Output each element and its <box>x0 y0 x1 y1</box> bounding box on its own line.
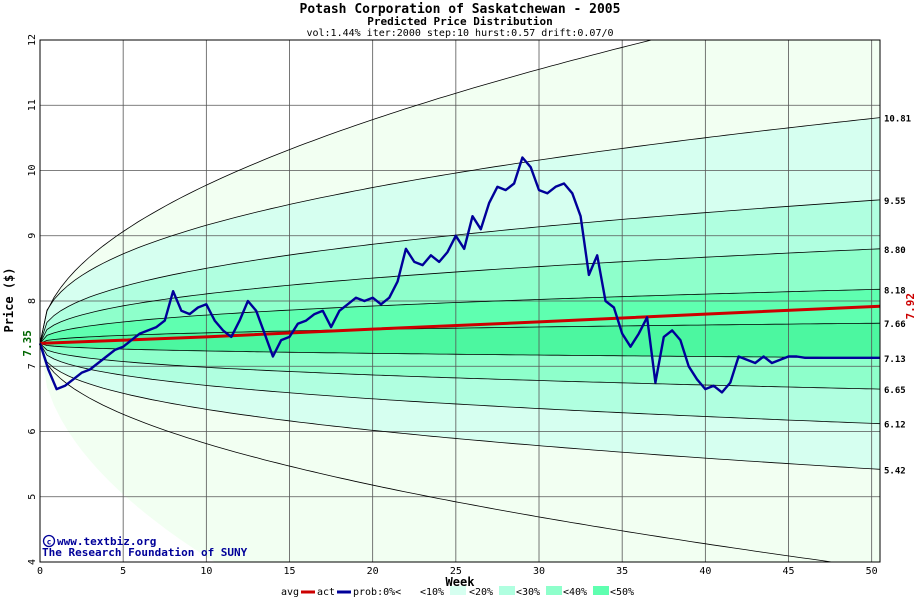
x-tick-label-7: 35 <box>616 566 628 577</box>
x-tick-label-1: 5 <box>120 566 126 577</box>
legend-label-5: <10% <box>420 587 444 598</box>
start-price-label: 7.35 <box>21 330 34 357</box>
band-end-label-1: 9.55 <box>884 197 906 207</box>
band-end-labels: 10.81 9.55 8.80 8.18 7.66 7.13 6.65 6.12 5.42 <box>884 115 911 477</box>
series-avg <box>39 304 881 345</box>
y-tick-label-1: 5 <box>27 494 38 500</box>
y-tick-label-5: 9 <box>27 233 38 239</box>
credits-org: The Research Foundation of SUNY <box>42 546 248 559</box>
y-tick-label-4: 8 <box>27 298 38 304</box>
end-avg-label: 7.92 <box>904 293 917 320</box>
x-axis-label: Week <box>446 575 476 589</box>
y-tick-label-7: 11 <box>27 99 38 111</box>
legend-label-0: avg <box>281 587 299 598</box>
x-tick-label-5: 25 <box>450 566 462 577</box>
copyright-icon-glyph: c <box>47 538 52 547</box>
series-lines <box>38 156 881 394</box>
boundary-line-2 <box>40 199 880 344</box>
boundary-line-4 <box>40 288 880 344</box>
plot-frame <box>39 39 881 563</box>
x-axis-ticks: 0 5 10 15 20 25 30 35 40 45 50 <box>37 566 878 577</box>
y-axis-ticks: 4 5 6 7 8 9 10 11 12 <box>27 34 38 565</box>
legend-label-7: <20% <box>469 587 493 598</box>
boundary-line-1 <box>40 117 880 344</box>
legend-swatch-10 <box>546 586 562 595</box>
copyright-icon <box>42 534 56 548</box>
band-end-label-3: 8.18 <box>884 286 906 296</box>
x-tick-label-3: 15 <box>283 566 295 577</box>
y-tick-label-2: 6 <box>27 428 38 434</box>
x-tick-label-4: 20 <box>367 566 379 577</box>
credits-url: www.textbiz.org <box>57 535 156 548</box>
y-tick-label-8: 12 <box>27 34 38 46</box>
band-end-label-8: 5.42 <box>884 466 906 476</box>
x-tick-label-0: 0 <box>37 566 43 577</box>
band-boundaries <box>40 40 880 562</box>
y-axis-label: Price ($) <box>2 267 16 332</box>
boundary-line-5 <box>40 322 880 344</box>
y-tick-label-3: 7 <box>27 363 38 369</box>
boundary-line-0 <box>40 40 654 344</box>
x-tick-label-9: 45 <box>782 566 794 577</box>
chart-params: vol:1.44% iter:2000 step:10 hurst:0.57 d… <box>306 28 613 39</box>
boundary-line-8 <box>40 343 880 425</box>
x-tick-label-10: 50 <box>866 566 878 577</box>
x-tick-label-6: 30 <box>533 566 545 577</box>
x-tick-label-8: 40 <box>699 566 711 577</box>
boundary-line-3 <box>40 248 880 344</box>
legend-label-13: <50% <box>610 587 634 598</box>
chart-subtitle: Predicted Price Distribution <box>367 15 552 28</box>
band-end-label-2: 8.80 <box>884 246 906 256</box>
y-tick-label-6: 10 <box>27 164 38 176</box>
legend-swatch-8 <box>499 586 515 595</box>
x-tick-label-2: 10 <box>200 566 212 577</box>
boundary-line-10 <box>40 343 835 562</box>
legend-label-2: act <box>317 587 335 598</box>
series-act <box>38 156 880 394</box>
boundary-line-7 <box>40 343 880 390</box>
band-end-label-6: 6.65 <box>884 386 906 396</box>
band-end-label-5: 7.13 <box>884 355 906 365</box>
legend: avg act prob:0%< <10% <20% <30% <40% <50% <box>281 586 634 598</box>
legend-label-11: <40% <box>563 587 587 598</box>
band-end-label-0: 10.81 <box>884 115 911 125</box>
legend-label-4: prob:0%< <box>353 587 401 598</box>
chart-title: Potash Corporation of Saskatchewan - 200… <box>300 2 621 17</box>
legend-swatch-12 <box>593 586 609 595</box>
boundary-line-9 <box>40 343 880 470</box>
y-tick-label-0: 4 <box>27 559 38 565</box>
legend-swatch-6 <box>450 586 466 595</box>
band-end-label-7: 6.12 <box>884 421 906 431</box>
band-end-label-4: 7.66 <box>884 320 906 330</box>
legend-label-9: <30% <box>516 587 540 598</box>
